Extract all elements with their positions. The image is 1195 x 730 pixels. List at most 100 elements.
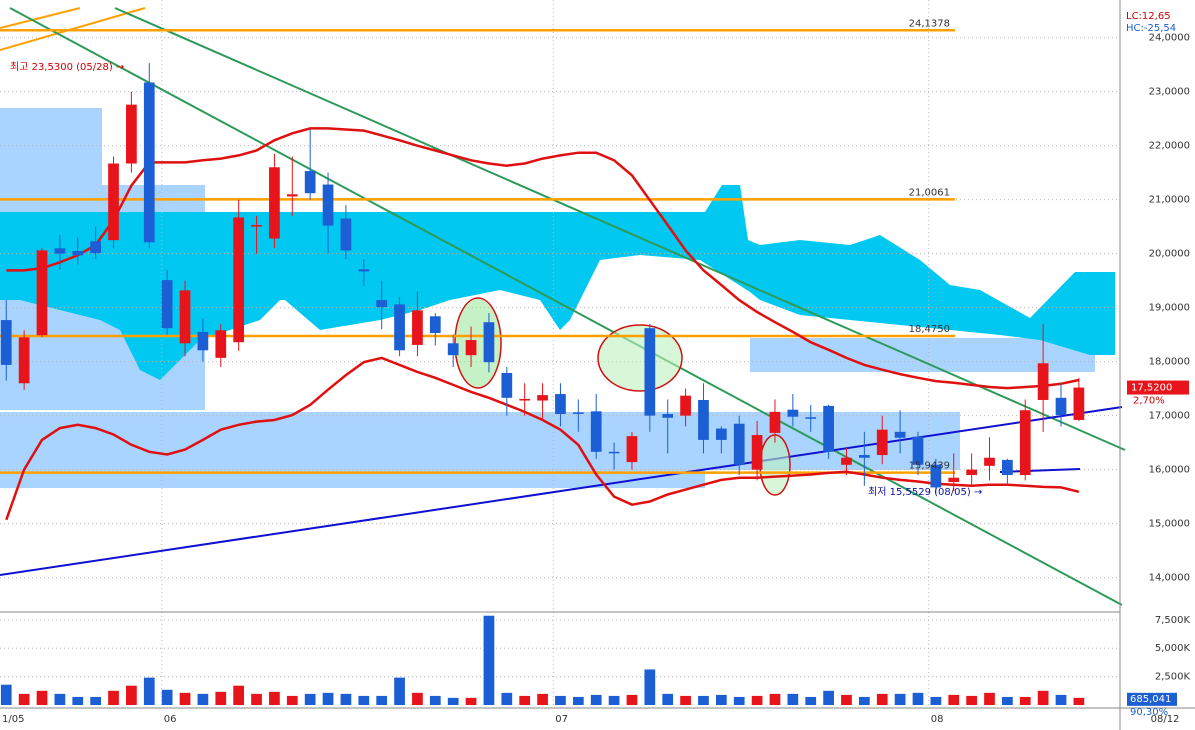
candle-body <box>18 337 30 384</box>
candle-body <box>626 436 638 463</box>
highlight-ellipse <box>759 434 791 496</box>
x-tick-label: 08 <box>931 714 944 725</box>
volume-bar <box>108 690 119 705</box>
volume-bar <box>894 693 906 705</box>
volume-bar <box>1002 696 1013 705</box>
candle-body <box>787 409 799 417</box>
level-label: 21,0061 <box>909 187 950 198</box>
candle-body <box>1073 387 1085 420</box>
trend-line <box>0 406 1123 576</box>
candle-body <box>876 429 888 456</box>
candle-body <box>769 411 781 433</box>
candle-body <box>1019 410 1031 476</box>
volume-bar <box>519 695 531 705</box>
candle-body <box>841 457 852 465</box>
candle-body <box>447 343 459 356</box>
candle-body <box>590 411 602 452</box>
y-tick-label: 24,0000 <box>1149 33 1190 44</box>
trend-line <box>0 7 146 51</box>
volume-bar <box>698 695 709 705</box>
volume-bar <box>447 697 459 705</box>
candle-body <box>233 217 245 343</box>
candle-body <box>412 310 423 345</box>
volume-bar <box>215 691 227 705</box>
volume-bar <box>501 692 513 705</box>
volume-bar <box>72 696 84 705</box>
candle-body <box>376 300 388 308</box>
y-tick-label: 21,0000 <box>1149 195 1190 206</box>
y-tick-label: 20,0000 <box>1149 249 1190 260</box>
volume-bar <box>394 677 405 705</box>
volume-bar <box>626 694 638 705</box>
candle-body <box>662 414 674 418</box>
volume-bar <box>1019 696 1031 705</box>
candle-body <box>1055 397 1067 416</box>
volume-bar <box>966 695 977 705</box>
candle-body <box>912 436 924 465</box>
candle-body <box>340 218 352 251</box>
volume-bar <box>304 693 316 705</box>
volume-bar <box>161 689 173 705</box>
candle-body <box>54 248 66 254</box>
cloud-block <box>0 412 705 488</box>
y-tick-label: 14,0000 <box>1149 573 1190 584</box>
volume-bar <box>483 615 495 705</box>
volume-bar <box>358 695 370 705</box>
volume-bar <box>286 695 298 705</box>
volume-bar <box>787 693 799 705</box>
volume-bar <box>876 693 888 705</box>
overlay <box>0 7 1126 606</box>
volume-bar <box>644 669 656 705</box>
volume-bar <box>590 694 602 705</box>
y-tick-label: 5,000K <box>1155 643 1191 654</box>
candle-body <box>215 330 227 358</box>
volume-last-label: 685,041 <box>1130 694 1171 705</box>
volume-bar <box>251 693 262 705</box>
candle-body <box>197 331 209 351</box>
candle-body <box>858 455 870 458</box>
volume-bar <box>805 696 817 705</box>
candle-body <box>751 435 763 470</box>
volume-bar <box>555 695 566 705</box>
candle-body <box>680 395 691 416</box>
candle-body <box>1002 459 1013 476</box>
band-line <box>6 127 1080 390</box>
candle-body <box>304 171 316 194</box>
x-tick-label: 07 <box>555 714 568 725</box>
trend-line <box>0 7 81 29</box>
candle-body <box>984 457 995 466</box>
candle-body <box>161 280 173 329</box>
volume-bar <box>769 693 781 705</box>
last-price-box <box>1127 380 1189 395</box>
trend-line <box>9 7 1123 606</box>
volume-bar <box>715 694 727 705</box>
x-tick-label: 1/05 <box>2 714 24 725</box>
volume-bar <box>179 692 191 705</box>
candle-body <box>733 423 745 465</box>
lc-label: LC:12,65 <box>1126 11 1171 22</box>
volume-bar <box>269 691 280 705</box>
marks <box>0 29 1085 705</box>
low-annotation: 최저 15,5529 (08/05) → <box>868 486 982 498</box>
candle-body <box>179 290 191 344</box>
candle-body <box>286 194 298 197</box>
volume-bar <box>54 693 66 705</box>
volume-bar <box>376 695 388 705</box>
candle-body <box>572 412 584 414</box>
candle-body <box>483 322 495 363</box>
volume-bar <box>751 695 763 705</box>
candle-body <box>644 328 656 416</box>
candle-body <box>358 269 370 272</box>
x-tick-label: 08/12 <box>1151 714 1180 725</box>
volume-bar <box>143 677 155 705</box>
trend-line <box>999 468 1081 473</box>
y-tick-label: 15,0000 <box>1149 519 1190 530</box>
candle-body <box>465 340 477 356</box>
volume-bar <box>412 692 423 705</box>
candle-body <box>501 372 513 398</box>
level-label: 15,9439 <box>909 461 950 472</box>
candle-body <box>322 184 334 226</box>
y-tick-label: 23,0000 <box>1149 87 1190 98</box>
candle-body <box>108 163 119 241</box>
